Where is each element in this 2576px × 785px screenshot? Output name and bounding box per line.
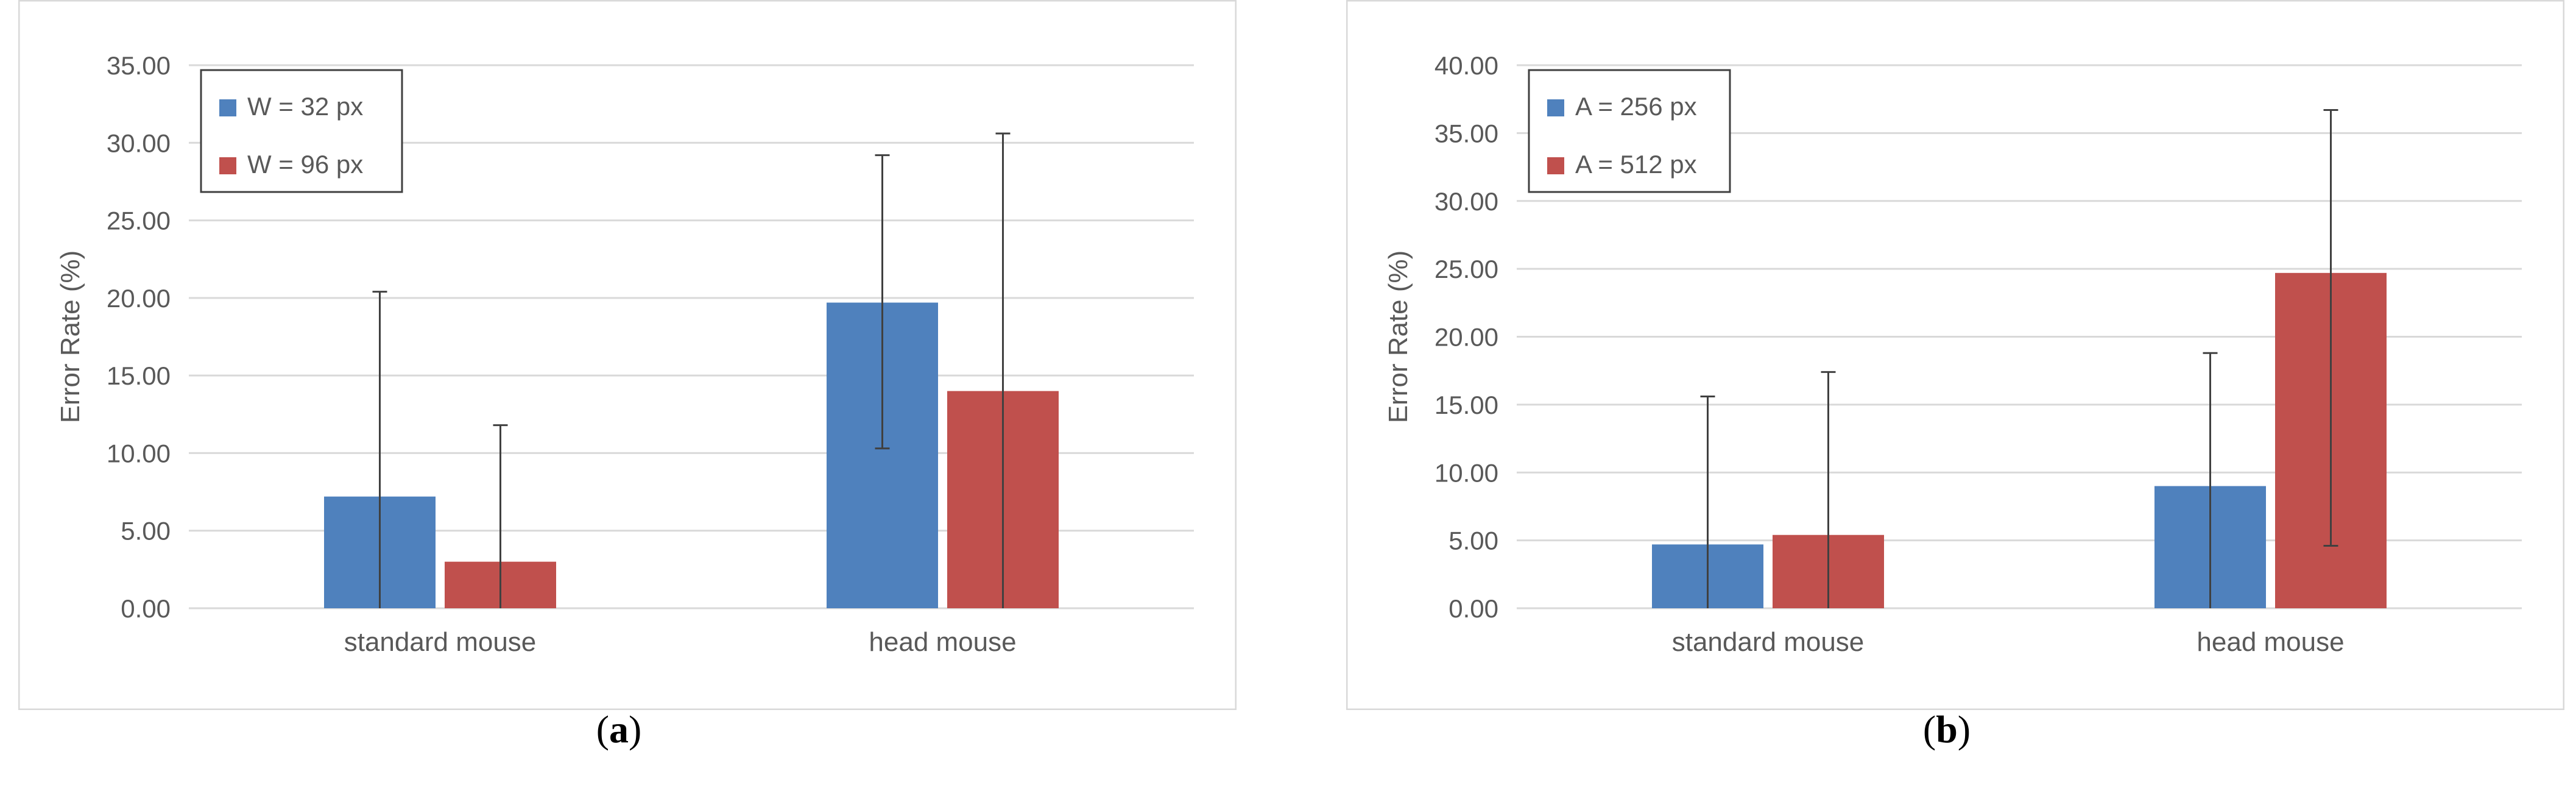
chart-a-y-tick-label: 20.00 <box>107 284 171 313</box>
chart-b-y-tick-label: 0.00 <box>1449 594 1498 623</box>
caption-a-label: a <box>609 708 629 751</box>
chart-b-y-tick-label: 15.00 <box>1434 391 1498 419</box>
chart-a-y-axis-label: Error Rate (%) <box>55 250 85 424</box>
chart-b-y-tick-label: 5.00 <box>1449 527 1498 555</box>
chart-a-legend-swatch <box>219 99 236 116</box>
chart-a-y-tick-label: 30.00 <box>107 129 171 157</box>
chart-b-category-label: standard mouse <box>1672 627 1865 657</box>
chart-a-y-tick-label: 10.00 <box>107 439 171 467</box>
caption-b-label: b <box>1936 708 1958 751</box>
chart-a-legend-box <box>200 69 403 193</box>
chart-a-y-tick-label: 5.00 <box>121 517 171 545</box>
chart-b-legend-swatch <box>1547 99 1564 116</box>
chart-b-svg: 0.00 5.00 10.00 15.00 20.00 25.00 30.00 35.00 40… <box>1346 0 2564 710</box>
caption-a: (a) <box>596 708 642 751</box>
chart-a-y-tick-label: 35.00 <box>107 51 171 80</box>
chart-b-y-tick-label: 30.00 <box>1434 187 1498 216</box>
chart-a-legend-swatch <box>219 157 236 174</box>
chart-a-y-tick-label: 25.00 <box>107 207 171 235</box>
chart-b-y-tick-label: 10.00 <box>1434 458 1498 487</box>
chart-b-y-tick-label: 40.00 <box>1434 51 1498 80</box>
chart-b-legend-swatch <box>1547 157 1564 174</box>
chart-a-legend-label: W = 96 px <box>247 150 363 179</box>
chart-a-y-tick-label: 15.00 <box>107 361 171 390</box>
chart-a-y-tick-label: 0.00 <box>121 594 171 623</box>
chart-b-y-axis-label: Error Rate (%) <box>1383 250 1413 424</box>
chart-b-legend-label: A = 512 px <box>1575 150 1697 179</box>
chart-panel-a: 0.00 5.00 10.00 15.00 20.00 25.00 30.00 35.00 Er… <box>18 0 1237 710</box>
chart-b-category-label: head mouse <box>2197 627 2344 657</box>
chart-a-legend-label: W = 32 px <box>247 92 363 121</box>
chart-b-legend-label: A = 256 px <box>1575 92 1697 121</box>
chart-a-category-label: standard mouse <box>344 627 537 657</box>
chart-panel-b: 0.00 5.00 10.00 15.00 20.00 25.00 30.00 35.00 40… <box>1346 0 2564 710</box>
chart-b-y-tick-label: 20.00 <box>1434 323 1498 352</box>
chart-b-y-tick-label: 35.00 <box>1434 119 1498 147</box>
chart-a-svg: 0.00 5.00 10.00 15.00 20.00 25.00 30.00 35.00 Er… <box>18 0 1237 710</box>
caption-b: (b) <box>1922 708 1971 751</box>
chart-b-y-tick-label: 25.00 <box>1434 255 1498 283</box>
chart-a-category-label: head mouse <box>869 627 1016 657</box>
